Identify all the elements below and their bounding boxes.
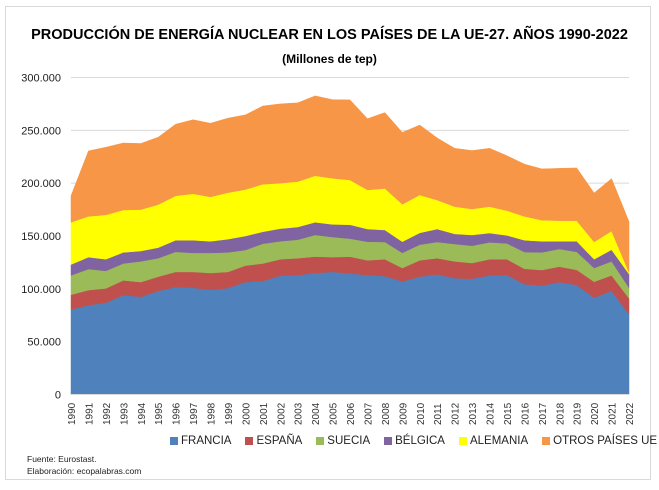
- x-tick-label: 2017: [538, 402, 549, 425]
- x-tick-label: 1996: [172, 402, 183, 425]
- y-tick-label: 0: [55, 390, 61, 402]
- x-tick-label: 1993: [119, 402, 130, 425]
- area-otros-países-ue: [70, 95, 630, 273]
- legend-item: SUECIA: [316, 435, 370, 447]
- legend-item: ESPAÑA: [245, 435, 302, 447]
- x-tick-label: 2016: [520, 402, 531, 425]
- legend-item: FRANCIA: [170, 435, 231, 447]
- y-tick-label: 50.000: [27, 337, 61, 349]
- y-tick-label: 300.000: [21, 73, 61, 85]
- y-tick-label: 100.000: [21, 284, 61, 296]
- x-tick-label: 2005: [329, 402, 340, 425]
- x-tick-label: 2009: [398, 402, 409, 425]
- legend-swatch: [384, 437, 393, 445]
- legend-label: BÉLGICA: [395, 435, 445, 447]
- legend-label: ALEMANIA: [469, 435, 529, 447]
- legend-swatch: [245, 437, 254, 445]
- x-tick-label: 2013: [468, 402, 479, 425]
- x-tick-label: 2014: [486, 402, 497, 425]
- legend-swatch: [542, 437, 551, 445]
- x-tick-label: 1999: [224, 402, 235, 425]
- source-note: Fuente: Eurostast.: [27, 454, 97, 464]
- legend-swatch: [458, 437, 467, 445]
- x-tick-label: 2020: [590, 402, 601, 425]
- x-tick-label: 2008: [381, 402, 392, 425]
- x-tick-label: 2002: [276, 402, 287, 425]
- x-tick-label: 2006: [346, 402, 357, 425]
- legend-item: ALEMANIA: [458, 435, 529, 447]
- x-tick-label: 2000: [241, 402, 252, 425]
- y-tick-label: 200.000: [21, 178, 61, 190]
- x-tick-label: 2010: [416, 402, 427, 425]
- legend-label: SUECIA: [327, 435, 371, 447]
- x-tick-label: 2003: [294, 402, 305, 425]
- x-tick-label: 1994: [137, 402, 148, 425]
- legend-swatch: [316, 437, 325, 445]
- x-tick-label: 1992: [102, 402, 113, 425]
- x-tick-label: 1998: [207, 402, 218, 425]
- y-tick-label: 250.000: [21, 125, 61, 137]
- x-tick-label: 2001: [259, 402, 270, 425]
- x-tick-label: 2021: [608, 402, 619, 425]
- x-tick-label: 2007: [363, 402, 374, 425]
- legend-label: ESPAÑA: [256, 435, 303, 447]
- y-tick-label: 150.000: [21, 231, 61, 243]
- x-tick-label: 2011: [433, 403, 444, 425]
- x-tick-label: 2018: [555, 402, 566, 425]
- x-tick-label: 2012: [451, 402, 462, 425]
- legend-label: OTROS PAÍSES UE: [553, 435, 658, 447]
- x-tick-label: 1995: [154, 402, 165, 425]
- x-tick-label: 2015: [503, 402, 514, 425]
- legend: FRANCIA ESPAÑA SUECIA BÉLGICA ALEMANIA OTROS …: [170, 435, 657, 447]
- credit-note: Elaboración: ecopalabras.com: [27, 466, 142, 476]
- x-tick-label: 2022: [625, 402, 636, 425]
- legend-label: FRANCIA: [181, 435, 232, 447]
- legend-item: OTROS PAÍSES UE: [542, 435, 657, 447]
- chart-subtitle: (Millones de tep): [282, 52, 377, 66]
- x-tick-label: 2004: [311, 402, 322, 425]
- legend-item: BÉLGICA: [384, 435, 445, 447]
- x-tick-label: 1991: [84, 402, 95, 425]
- x-tick-label: 1990: [67, 402, 78, 425]
- chart-title: PRODUCCIÓN DE ENERGÍA NUCLEAR EN LOS PAÍ…: [31, 27, 628, 43]
- x-tick-label: 2019: [573, 402, 584, 425]
- x-tick-label: 1997: [189, 402, 200, 425]
- legend-swatch: [170, 437, 178, 445]
- chart-frame: [5, 6, 651, 480]
